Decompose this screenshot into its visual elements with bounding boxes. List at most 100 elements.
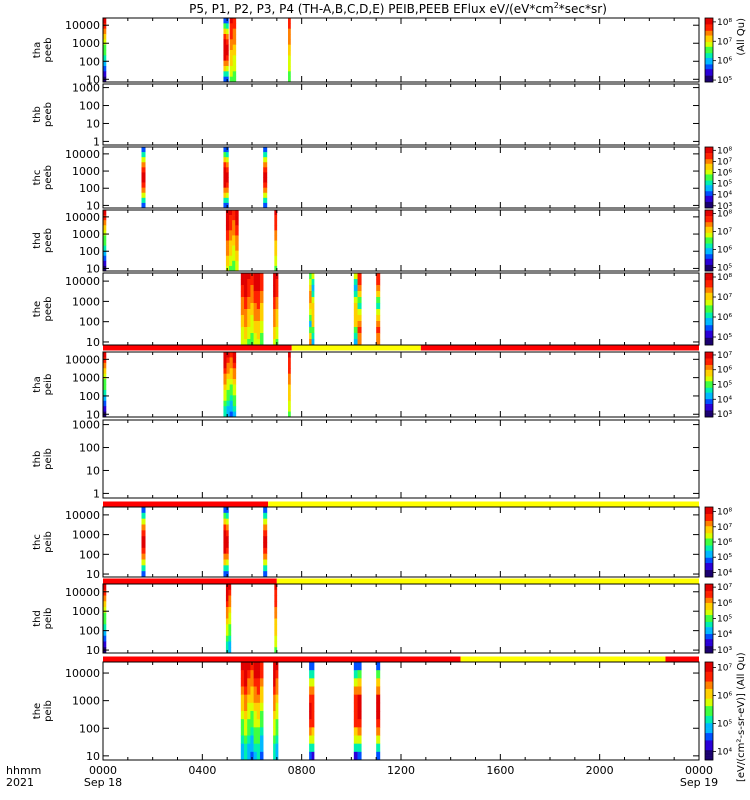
spectrogram-block xyxy=(274,210,278,272)
spectrogram-cell xyxy=(288,400,291,407)
colorbar-cell xyxy=(705,723,713,726)
colorbar-cell xyxy=(705,332,713,335)
spectrogram-cell xyxy=(228,635,232,642)
colorbar-cell xyxy=(705,180,713,183)
colorbar-cell xyxy=(705,32,713,35)
colorbar-cell xyxy=(705,147,713,149)
spectrogram-cell xyxy=(223,177,227,183)
spectrogram-cell xyxy=(311,751,315,761)
colorbar-cell xyxy=(705,307,713,310)
spectrogram-cell xyxy=(357,297,362,304)
spectrogram-cell xyxy=(376,333,381,340)
spectrogram-cell xyxy=(225,172,229,178)
spectrogram-cell xyxy=(229,260,233,267)
y-tick-label: 1000 xyxy=(72,529,100,542)
spectrogram-cell xyxy=(225,624,229,631)
spectrogram-cell xyxy=(256,303,261,310)
spectrogram-cell xyxy=(311,291,315,298)
spectrogram-cell xyxy=(309,303,312,310)
colorbar-cell xyxy=(705,287,713,290)
spectrogram-cell xyxy=(274,630,278,637)
colorbar-cell xyxy=(705,242,713,244)
spectrogram-cell xyxy=(274,210,278,216)
spectrogram-cell xyxy=(226,411,230,418)
spectrogram-block xyxy=(223,147,229,209)
spectrogram-cell xyxy=(376,291,381,298)
y-tick-label: 1000 xyxy=(72,228,100,241)
spectrogram-cell xyxy=(273,727,276,736)
y-axis-label: peib xyxy=(43,374,54,396)
spectrogram-cell xyxy=(229,265,233,272)
spectrogram-cell xyxy=(263,571,268,578)
spectrogram-cell xyxy=(240,670,245,679)
spectrogram-cell xyxy=(232,230,236,236)
colorbar-cell xyxy=(705,399,713,402)
spectrogram-cell xyxy=(259,279,264,286)
spectrogram-cell xyxy=(232,352,237,358)
colorbar-cell xyxy=(705,386,713,389)
colorbar-cell xyxy=(705,171,713,174)
spectrogram-cell xyxy=(229,373,234,380)
colorbar-cell xyxy=(705,185,713,187)
spectrogram-cell xyxy=(274,595,278,602)
colorbar-cell xyxy=(705,526,713,529)
colorbar-cell xyxy=(705,29,713,32)
panel-background xyxy=(103,420,699,498)
spectrogram-cell xyxy=(311,702,315,712)
spectrogram-block xyxy=(223,18,229,83)
spectrogram-cell xyxy=(288,395,291,402)
colorbar-cell xyxy=(705,157,713,160)
colorbar-cell xyxy=(705,246,713,249)
spectrogram-block xyxy=(225,210,239,272)
spectrogram-cell xyxy=(250,297,254,304)
spectrogram-cell xyxy=(275,670,279,679)
spectrogram-cell xyxy=(275,333,279,340)
mode-bar-segment xyxy=(103,656,461,662)
spectrogram-cell xyxy=(232,400,237,407)
colorbar-cell xyxy=(705,621,713,624)
y-tick-label: 1000 xyxy=(72,165,100,178)
spectrogram-cell xyxy=(376,327,381,334)
spectrogram-cell xyxy=(353,694,358,704)
spectrogram-cell xyxy=(225,220,230,226)
spectrogram-cell xyxy=(259,686,264,695)
colorbar-cell xyxy=(705,625,713,628)
title-text: P5, P1, P2, P3, P4 (TH-A,B,C,D,E) PEIB,P… xyxy=(189,2,554,16)
spectrogram-cell xyxy=(309,727,312,736)
spectrogram-cell xyxy=(225,607,229,614)
mode-bar-segment xyxy=(665,656,699,662)
spectrogram-cell xyxy=(232,245,236,251)
spectrogram-cell xyxy=(223,202,227,209)
spectrogram-cell xyxy=(273,279,276,286)
spectrogram-cell xyxy=(228,630,232,637)
spectrogram-cell xyxy=(275,327,279,334)
spectrogram-cell xyxy=(103,71,107,77)
spectrogram-cell xyxy=(103,362,107,369)
panel-background xyxy=(103,84,699,145)
spectrogram-cell xyxy=(141,565,146,572)
colorbar: 10⁸ 10⁷ 10⁶ 10⁵ 10⁴ xyxy=(704,506,732,578)
spectrogram-cell xyxy=(309,273,312,280)
colorbar-cell xyxy=(705,343,713,346)
colorbar-cell xyxy=(705,355,713,358)
spectrogram-cell xyxy=(103,50,107,56)
spectrogram-cell xyxy=(225,512,229,519)
spectrogram-cell xyxy=(223,352,227,358)
spectrogram-cell xyxy=(273,678,276,687)
spectrogram-cell xyxy=(275,751,279,761)
spectrogram-cell xyxy=(240,333,245,340)
spectrogram-cell xyxy=(263,202,268,209)
spectrogram-cell xyxy=(229,245,233,251)
spectrogram-cell xyxy=(229,379,234,385)
colorbar-cell xyxy=(705,223,713,226)
x-tick-label: 2000 xyxy=(586,764,614,777)
colorbar-cell xyxy=(705,267,713,270)
spectrogram-cell xyxy=(229,50,234,56)
colorbar-cell xyxy=(705,630,713,633)
spectrogram-cell xyxy=(235,255,239,262)
colorbar-cell xyxy=(705,606,713,609)
spectrogram-cell xyxy=(141,559,146,566)
spectrogram-cell xyxy=(250,662,254,671)
spectrogram-cell xyxy=(311,711,315,720)
